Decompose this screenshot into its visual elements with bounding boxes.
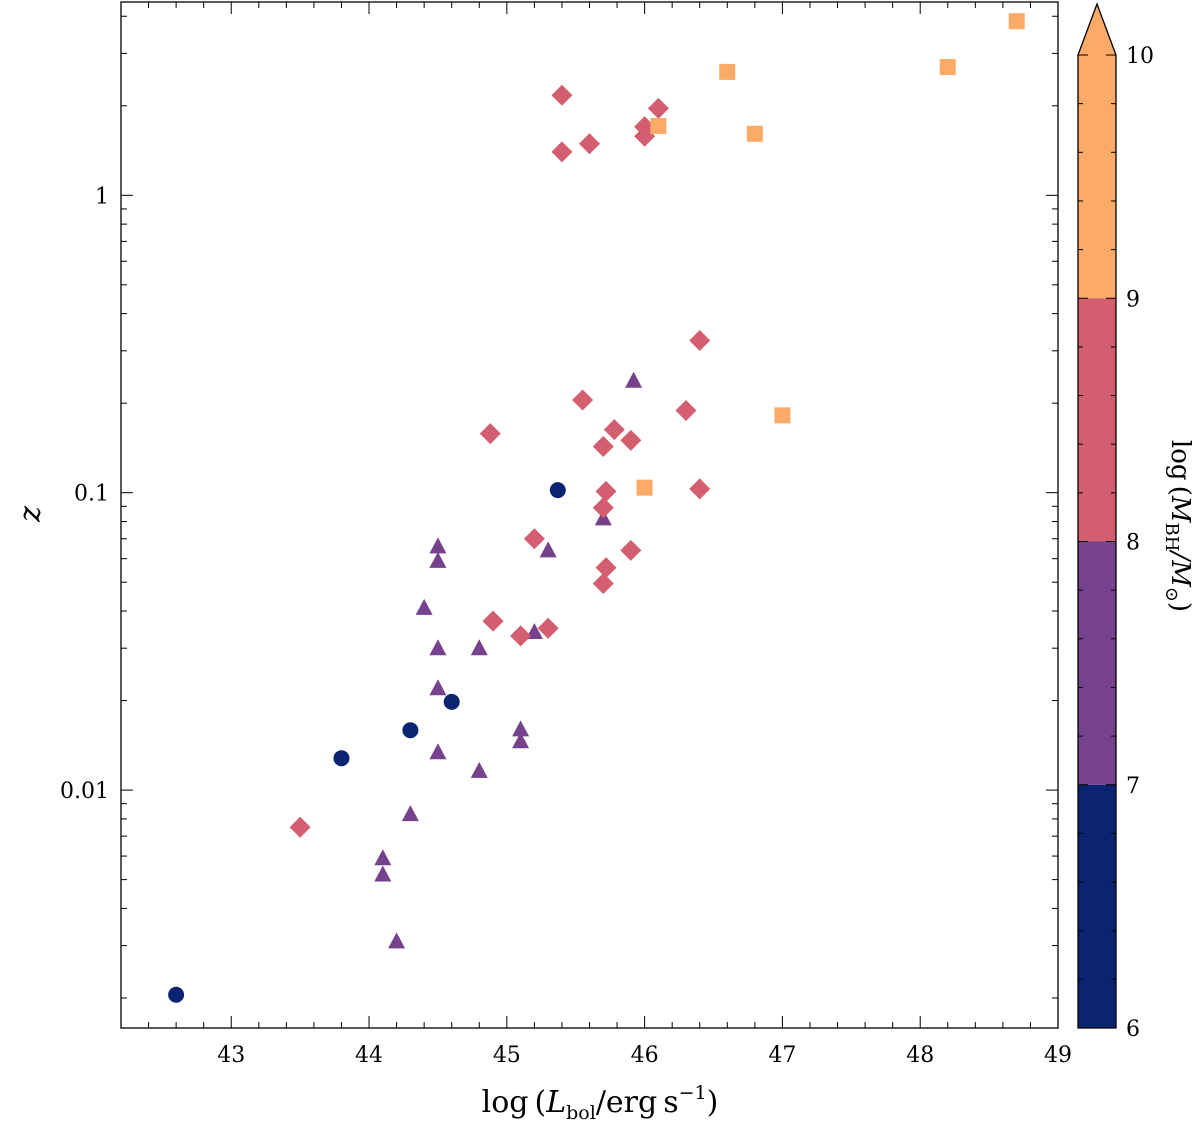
colorbar-tick-label: 9 bbox=[1126, 287, 1140, 312]
data-point-diamond bbox=[620, 429, 642, 451]
data-point-diamond bbox=[510, 625, 532, 647]
data-point-circle bbox=[168, 986, 185, 1003]
data-point-circle bbox=[402, 722, 419, 739]
data-point-triangle bbox=[429, 551, 447, 568]
data-point-circle bbox=[443, 693, 460, 710]
data-point-square bbox=[746, 125, 763, 142]
data-point-triangle bbox=[401, 805, 419, 822]
data-point-diamond bbox=[482, 610, 504, 632]
data-point-triangle bbox=[625, 371, 643, 388]
data-point-triangle bbox=[429, 639, 447, 656]
y-tick-label: 0.1 bbox=[74, 482, 109, 507]
data-point-triangle bbox=[415, 598, 433, 615]
colorbar-bin bbox=[1078, 55, 1116, 299]
data-point-triangle bbox=[512, 732, 530, 749]
data-point-triangle bbox=[374, 865, 392, 882]
data-point-diamond bbox=[479, 423, 501, 445]
x-tick-label: 45 bbox=[493, 1043, 521, 1068]
data-point-diamond bbox=[551, 84, 573, 106]
data-point-circle bbox=[333, 750, 350, 767]
colorbar-title: log (MBH/M⊙) bbox=[1161, 440, 1195, 612]
x-tick-label: 44 bbox=[355, 1043, 383, 1068]
y-tick-label: 0.01 bbox=[60, 779, 109, 804]
x-tick-label: 48 bbox=[906, 1043, 934, 1068]
data-point-triangle bbox=[388, 932, 406, 949]
data-point-triangle bbox=[429, 743, 447, 760]
data-point-diamond bbox=[620, 539, 642, 561]
data-point-diamond bbox=[647, 97, 669, 119]
data-point-diamond bbox=[579, 133, 600, 155]
data-point-diamond bbox=[572, 389, 594, 411]
data-point-diamond bbox=[603, 419, 625, 441]
colorbar-bin bbox=[1078, 541, 1116, 785]
data-point-triangle bbox=[470, 761, 488, 778]
x-tick-label: 46 bbox=[631, 1043, 659, 1068]
data-point-diamond bbox=[595, 480, 617, 502]
data-point-triangle bbox=[539, 541, 557, 558]
data-point-square bbox=[719, 63, 736, 80]
colorbar-bin bbox=[1078, 784, 1116, 1028]
plot-area bbox=[120, 1, 1059, 1029]
data-point-square bbox=[774, 407, 791, 424]
data-point-diamond bbox=[592, 436, 614, 458]
colorbar-bin bbox=[1078, 298, 1116, 542]
data-point-diamond bbox=[537, 617, 559, 639]
x-tick-label: 43 bbox=[217, 1043, 245, 1068]
data-point-triangle bbox=[470, 639, 488, 656]
data-point-diamond bbox=[592, 573, 614, 595]
x-tick-label: 49 bbox=[1044, 1043, 1072, 1068]
data-point-triangle bbox=[512, 720, 530, 737]
y-axis-title: z bbox=[13, 506, 48, 523]
data-point-diamond bbox=[634, 125, 656, 147]
data-point-diamond bbox=[675, 399, 697, 421]
data-point-circle bbox=[549, 482, 566, 499]
data-point-diamond bbox=[523, 528, 545, 550]
colorbar-tick-label: 8 bbox=[1126, 531, 1140, 556]
x-axis-title: log (Lbol/erg s−1) bbox=[482, 1082, 719, 1124]
data-point-square bbox=[636, 479, 653, 496]
y-tick-label: 1 bbox=[95, 184, 109, 209]
data-point-diamond bbox=[551, 141, 573, 163]
colorbar-tick-label: 10 bbox=[1126, 44, 1154, 69]
data-point-diamond bbox=[689, 329, 711, 351]
data-point-diamond bbox=[289, 816, 311, 838]
data-point-diamond bbox=[592, 497, 614, 519]
data-point-square bbox=[939, 59, 956, 76]
data-point-square bbox=[650, 118, 667, 135]
colorbar-extend-arrow bbox=[1078, 4, 1116, 55]
colorbar-tick-label: 6 bbox=[1126, 1017, 1140, 1042]
data-point-diamond bbox=[689, 478, 711, 500]
data-point-triangle bbox=[429, 679, 447, 696]
data-point-triangle bbox=[429, 537, 447, 554]
x-tick-label: 47 bbox=[768, 1043, 796, 1068]
colorbar-tick-label: 7 bbox=[1126, 774, 1140, 799]
data-point-square bbox=[1008, 13, 1025, 30]
data-point-triangle bbox=[374, 849, 392, 866]
data-point-diamond bbox=[595, 557, 617, 579]
colorbar: 6 7 8 9 10 bbox=[1077, 2, 1154, 1042]
